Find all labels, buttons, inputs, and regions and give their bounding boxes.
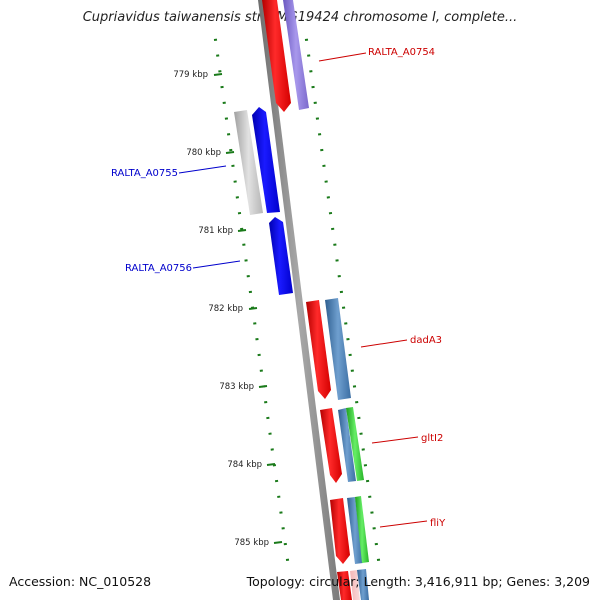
gene-feature-gltl2[interactable] [320, 408, 342, 483]
tick-label-782kbp: 782 kbp [208, 304, 243, 314]
gene-label-ralta-a0754[interactable]: RALTA_A0754 [368, 47, 435, 58]
leader-gltl2 [371, 436, 419, 444]
tick-label-779kbp: 779 kbp [173, 70, 208, 80]
chromosome-backbone [258, 0, 340, 600]
gene-feature-ralta-a0754[interactable] [262, 0, 291, 112]
cds-feature-gltl2-a [338, 408, 356, 482]
leader-ralta-a0754 [318, 52, 367, 62]
cds-feature-fliy-b [355, 496, 369, 563]
gene-label-dada3[interactable]: dadA3 [410, 335, 442, 346]
cds-feature-dada3 [325, 298, 351, 400]
gene-label-fliy[interactable]: fliY [430, 518, 446, 529]
tick-mark-782 [248, 307, 258, 310]
cds-feature-gltl2-b [346, 407, 364, 481]
cds-feature-ralta-a0755 [234, 110, 263, 215]
leader-fliy [379, 520, 428, 528]
genome-summary-text: Topology: circular; Length: 3,416,911 bp… [246, 574, 590, 589]
gene-feature-ralta-a0755[interactable] [252, 107, 280, 213]
tick-label-781kbp: 781 kbp [198, 226, 233, 236]
tick-label-780kbp: 780 kbp [186, 148, 221, 158]
gene-feature-offscreen-red[interactable] [337, 571, 352, 600]
tick-label-784kbp: 784 kbp [227, 460, 262, 470]
cds-feature-offscreen-blue [357, 569, 369, 600]
gene-feature-fliy[interactable] [330, 498, 350, 564]
gene-label-ralta-a0756[interactable]: RALTA_A0756 [125, 263, 192, 274]
leader-dada3 [360, 339, 408, 348]
gene-feature-ralta-a0756[interactable] [269, 217, 293, 295]
tick-mark-781 [237, 229, 247, 232]
leader-ralta-a0756 [192, 260, 241, 269]
accession-text: Accession: NC_010528 [9, 574, 152, 589]
tick-mark-779 [213, 73, 223, 76]
gene-label-gltl2[interactable]: gltI2 [421, 433, 443, 444]
cds-feature-ralta-a0754 [283, 0, 309, 110]
scale-ticks-right [304, 38, 381, 561]
tick-label-783kbp: 783 kbp [219, 382, 254, 392]
gene-feature-dada3[interactable] [306, 300, 331, 399]
tick-mark-783 [258, 385, 268, 388]
map-title: Cupriavidus taiwanensis str. LMG19424 ch… [82, 10, 518, 25]
gene-label-ralta-a0755[interactable]: RALTA_A0755 [111, 168, 178, 179]
tick-mark-780 [225, 151, 235, 154]
tick-mark-785 [273, 541, 283, 544]
tick-label-785kbp: 785 kbp [234, 538, 269, 548]
cds-feature-fliy-a [347, 497, 363, 564]
cds-feature-offscreen-pink [350, 570, 360, 600]
tick-mark-784 [266, 463, 276, 466]
leader-ralta-a0755 [178, 165, 227, 174]
